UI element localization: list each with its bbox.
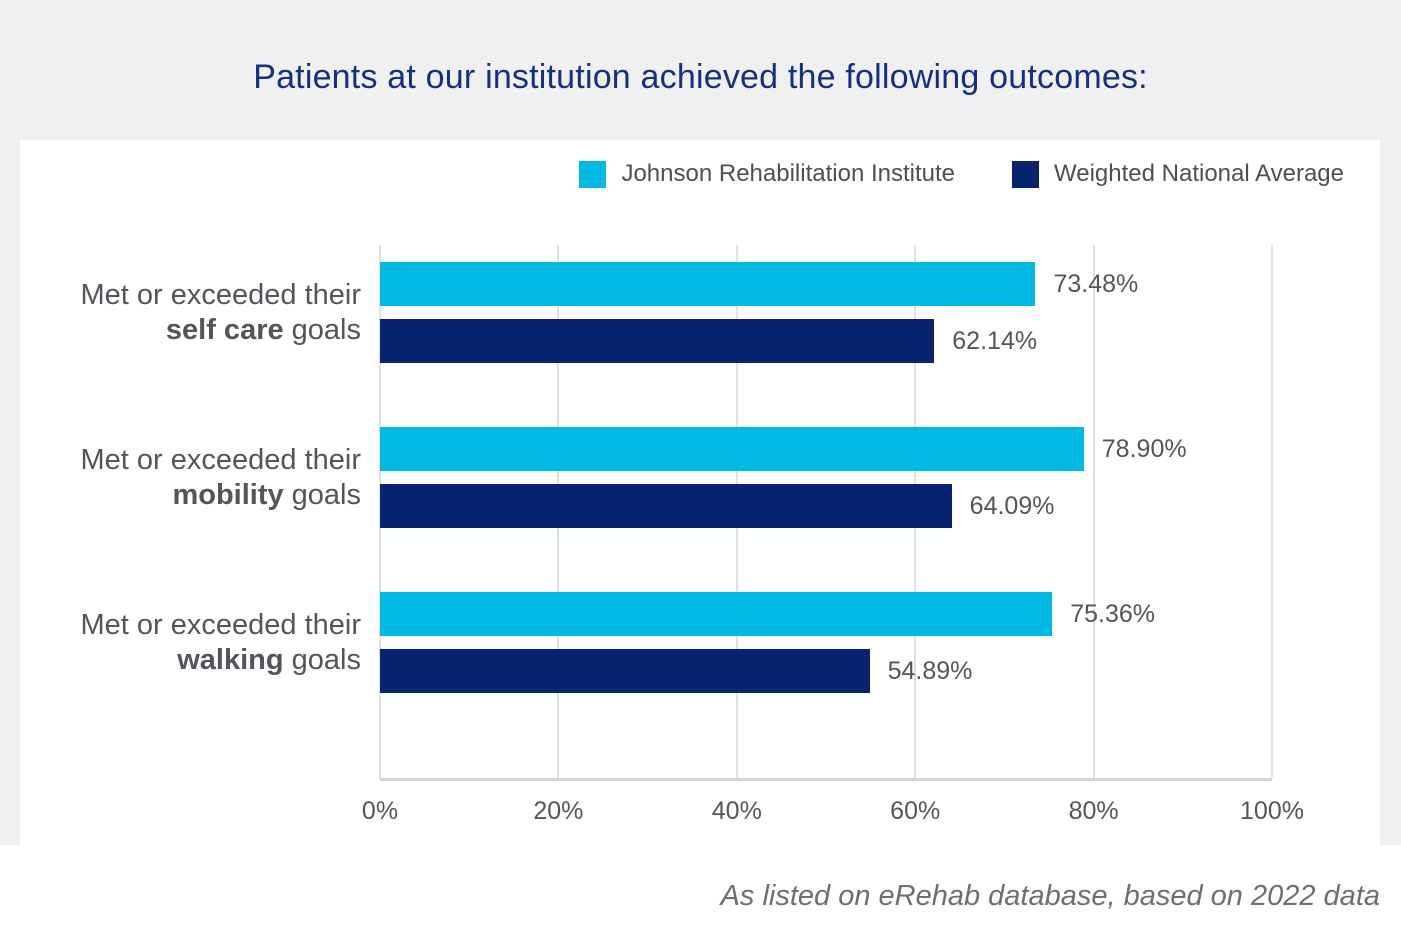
x-tick-label-60%: 60% xyxy=(890,797,941,825)
chart-legend: Johnson Rehabilitation Institute Weighte… xyxy=(579,160,1344,188)
category-label: Met or exceeded their self care goals xyxy=(80,278,361,346)
bar-value-label: 78.90% xyxy=(1101,434,1187,463)
group-bars: 75.36% 54.89% xyxy=(380,592,1272,693)
x-tick-label-0%: 0% xyxy=(361,797,399,825)
legend-label-national: Weighted National Average xyxy=(1054,160,1344,187)
gridline-80% xyxy=(1092,245,1095,778)
x-tick-label-100%: 100% xyxy=(1240,797,1304,825)
legend-item-national: Weighted National Average xyxy=(1012,160,1344,188)
bar-johnson-2 xyxy=(380,592,1053,636)
bar-value-label: 54.89% xyxy=(887,656,973,685)
bar-row-national-2: 54.89% xyxy=(380,649,1272,693)
source-note: As listed on eRehab database, based on 2… xyxy=(720,880,1380,912)
bar-national-2 xyxy=(380,649,870,693)
bar-group-mobility: Met or exceeded their mobility goals 78.90… xyxy=(20,427,1380,528)
x-tick-label-40%: 40% xyxy=(711,797,762,825)
gridline-100% xyxy=(1271,245,1273,778)
chart-card: Johnson Rehabilitation Institute Weighte… xyxy=(20,140,1380,845)
legend-item-johnson: Johnson Rehabilitation Institute xyxy=(579,160,955,188)
bar-row-national-1: 64.09% xyxy=(380,484,1272,528)
category-label: Met or exceeded their mobility goals xyxy=(80,443,361,511)
bar-groups: Met or exceeded their self care goals 73.4… xyxy=(20,245,1380,693)
bar-value-label: 62.14% xyxy=(952,326,1038,355)
group-bars: 73.48% 62.14% xyxy=(380,262,1272,363)
category-label: Met or exceeded their walking goals xyxy=(80,608,361,676)
bar-row-johnson-2: 75.36% xyxy=(380,592,1272,636)
group-bars: 78.90% 64.09% xyxy=(380,427,1272,528)
page-title: Patients at our institution achieved the… xyxy=(253,58,1148,96)
x-tick-label-20%: 20% xyxy=(533,797,584,825)
bar-group-self-care: Met or exceeded their self care goals 73.4… xyxy=(20,262,1380,363)
bar-row-johnson-0: 73.48% xyxy=(380,262,1272,306)
bar-row-national-0: 62.14% xyxy=(380,319,1272,363)
x-tick-label-80%: 80% xyxy=(1068,797,1119,825)
bar-johnson-1 xyxy=(380,427,1084,471)
bar-chart: Met or exceeded their self care goals 73.4… xyxy=(20,245,1380,845)
bar-national-1 xyxy=(380,484,952,528)
bar-group-walking: Met or exceeded their walking goals 75.36%… xyxy=(20,592,1380,693)
bar-johnson-0 xyxy=(380,262,1036,306)
legend-label-johnson: Johnson Rehabilitation Institute xyxy=(621,160,956,187)
bar-row-johnson-1: 78.90% xyxy=(380,427,1272,471)
bar-value-label: 64.09% xyxy=(969,491,1055,520)
bar-value-label: 73.48% xyxy=(1053,269,1139,298)
legend-swatch-johnson-icon xyxy=(579,160,607,188)
x-axis: 0% 20% 40% 60% 80% 100% xyxy=(362,787,1304,827)
bar-national-0 xyxy=(380,319,935,363)
legend-swatch-national-icon xyxy=(1012,160,1040,188)
bar-value-label: 75.36% xyxy=(1070,599,1155,628)
